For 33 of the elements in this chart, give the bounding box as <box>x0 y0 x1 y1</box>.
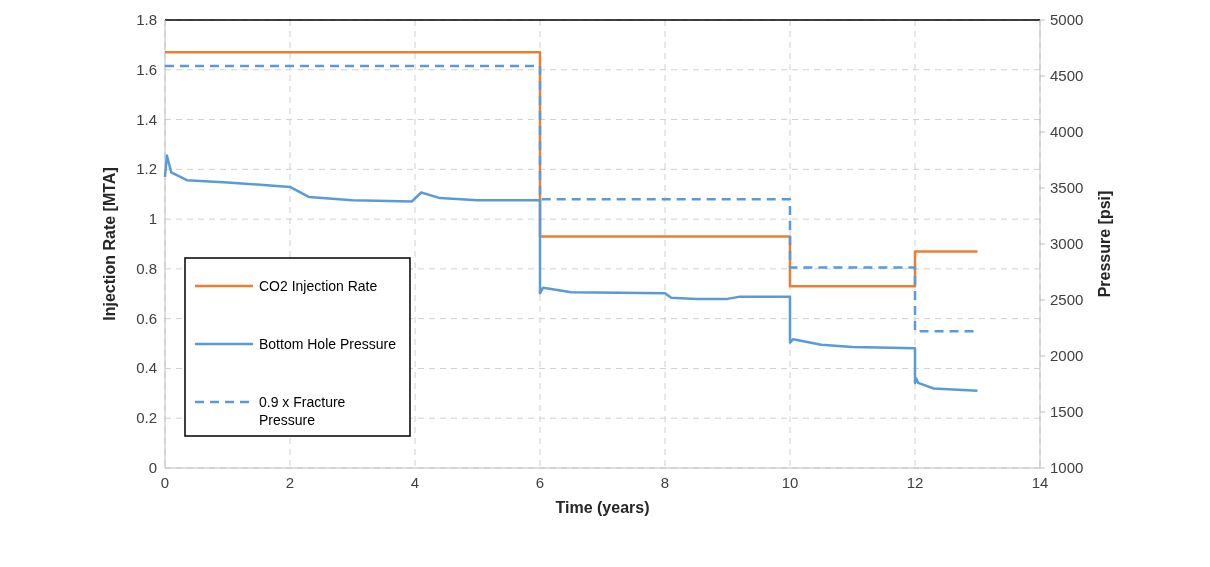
y2-tick-label: 1000 <box>1050 459 1084 476</box>
y-tick-label: 0.8 <box>136 259 157 277</box>
y2-tick-label: 1500 <box>1050 403 1084 420</box>
x-tick-label: 8 <box>660 474 670 491</box>
y2-tick-label: 3500 <box>1050 179 1084 196</box>
x-tick-label: 6 <box>535 474 545 491</box>
y-tick-label: 0 <box>148 459 157 476</box>
legend-label: CO2 Injection Rate <box>259 278 378 294</box>
y-tick-label: 0.2 <box>136 409 157 427</box>
y2-tick-label: 4000 <box>1050 123 1084 140</box>
x-tick-label: 10 <box>781 474 799 491</box>
y-tick-label: 1.2 <box>136 160 157 178</box>
x-tick-label: 14 <box>1031 474 1049 491</box>
x-tick-label: 4 <box>410 474 420 491</box>
y2-tick-label: 2000 <box>1050 347 1084 364</box>
y2-tick-label: 5000 <box>1050 11 1084 28</box>
x-tick-label: 0 <box>160 474 170 491</box>
x-axis-title: Time (years) <box>555 499 650 516</box>
y-tick-label: 0.6 <box>136 309 157 327</box>
y-tick-label: 1.8 <box>136 11 157 28</box>
y-tick-label: 1 <box>148 210 157 228</box>
y-tick-label: 1.6 <box>136 60 157 78</box>
y2-axis-title: Pressure [psi] <box>1096 190 1113 298</box>
legend-label: 0.9 x Fracture Pressure <box>259 394 346 428</box>
y-tick-label: 1.4 <box>136 110 157 128</box>
y-axis-title: Injection Rate [MTA] <box>101 167 118 321</box>
x-tick-label: 12 <box>906 474 924 491</box>
y2-tick-label: 2500 <box>1050 291 1084 308</box>
y2-tick-label: 3000 <box>1050 235 1084 252</box>
y-tick-label: 0.4 <box>136 359 157 377</box>
x-tick-label: 2 <box>285 474 295 491</box>
legend-label: Bottom Hole Pressure <box>259 336 397 352</box>
y2-tick-label: 4500 <box>1050 67 1084 84</box>
